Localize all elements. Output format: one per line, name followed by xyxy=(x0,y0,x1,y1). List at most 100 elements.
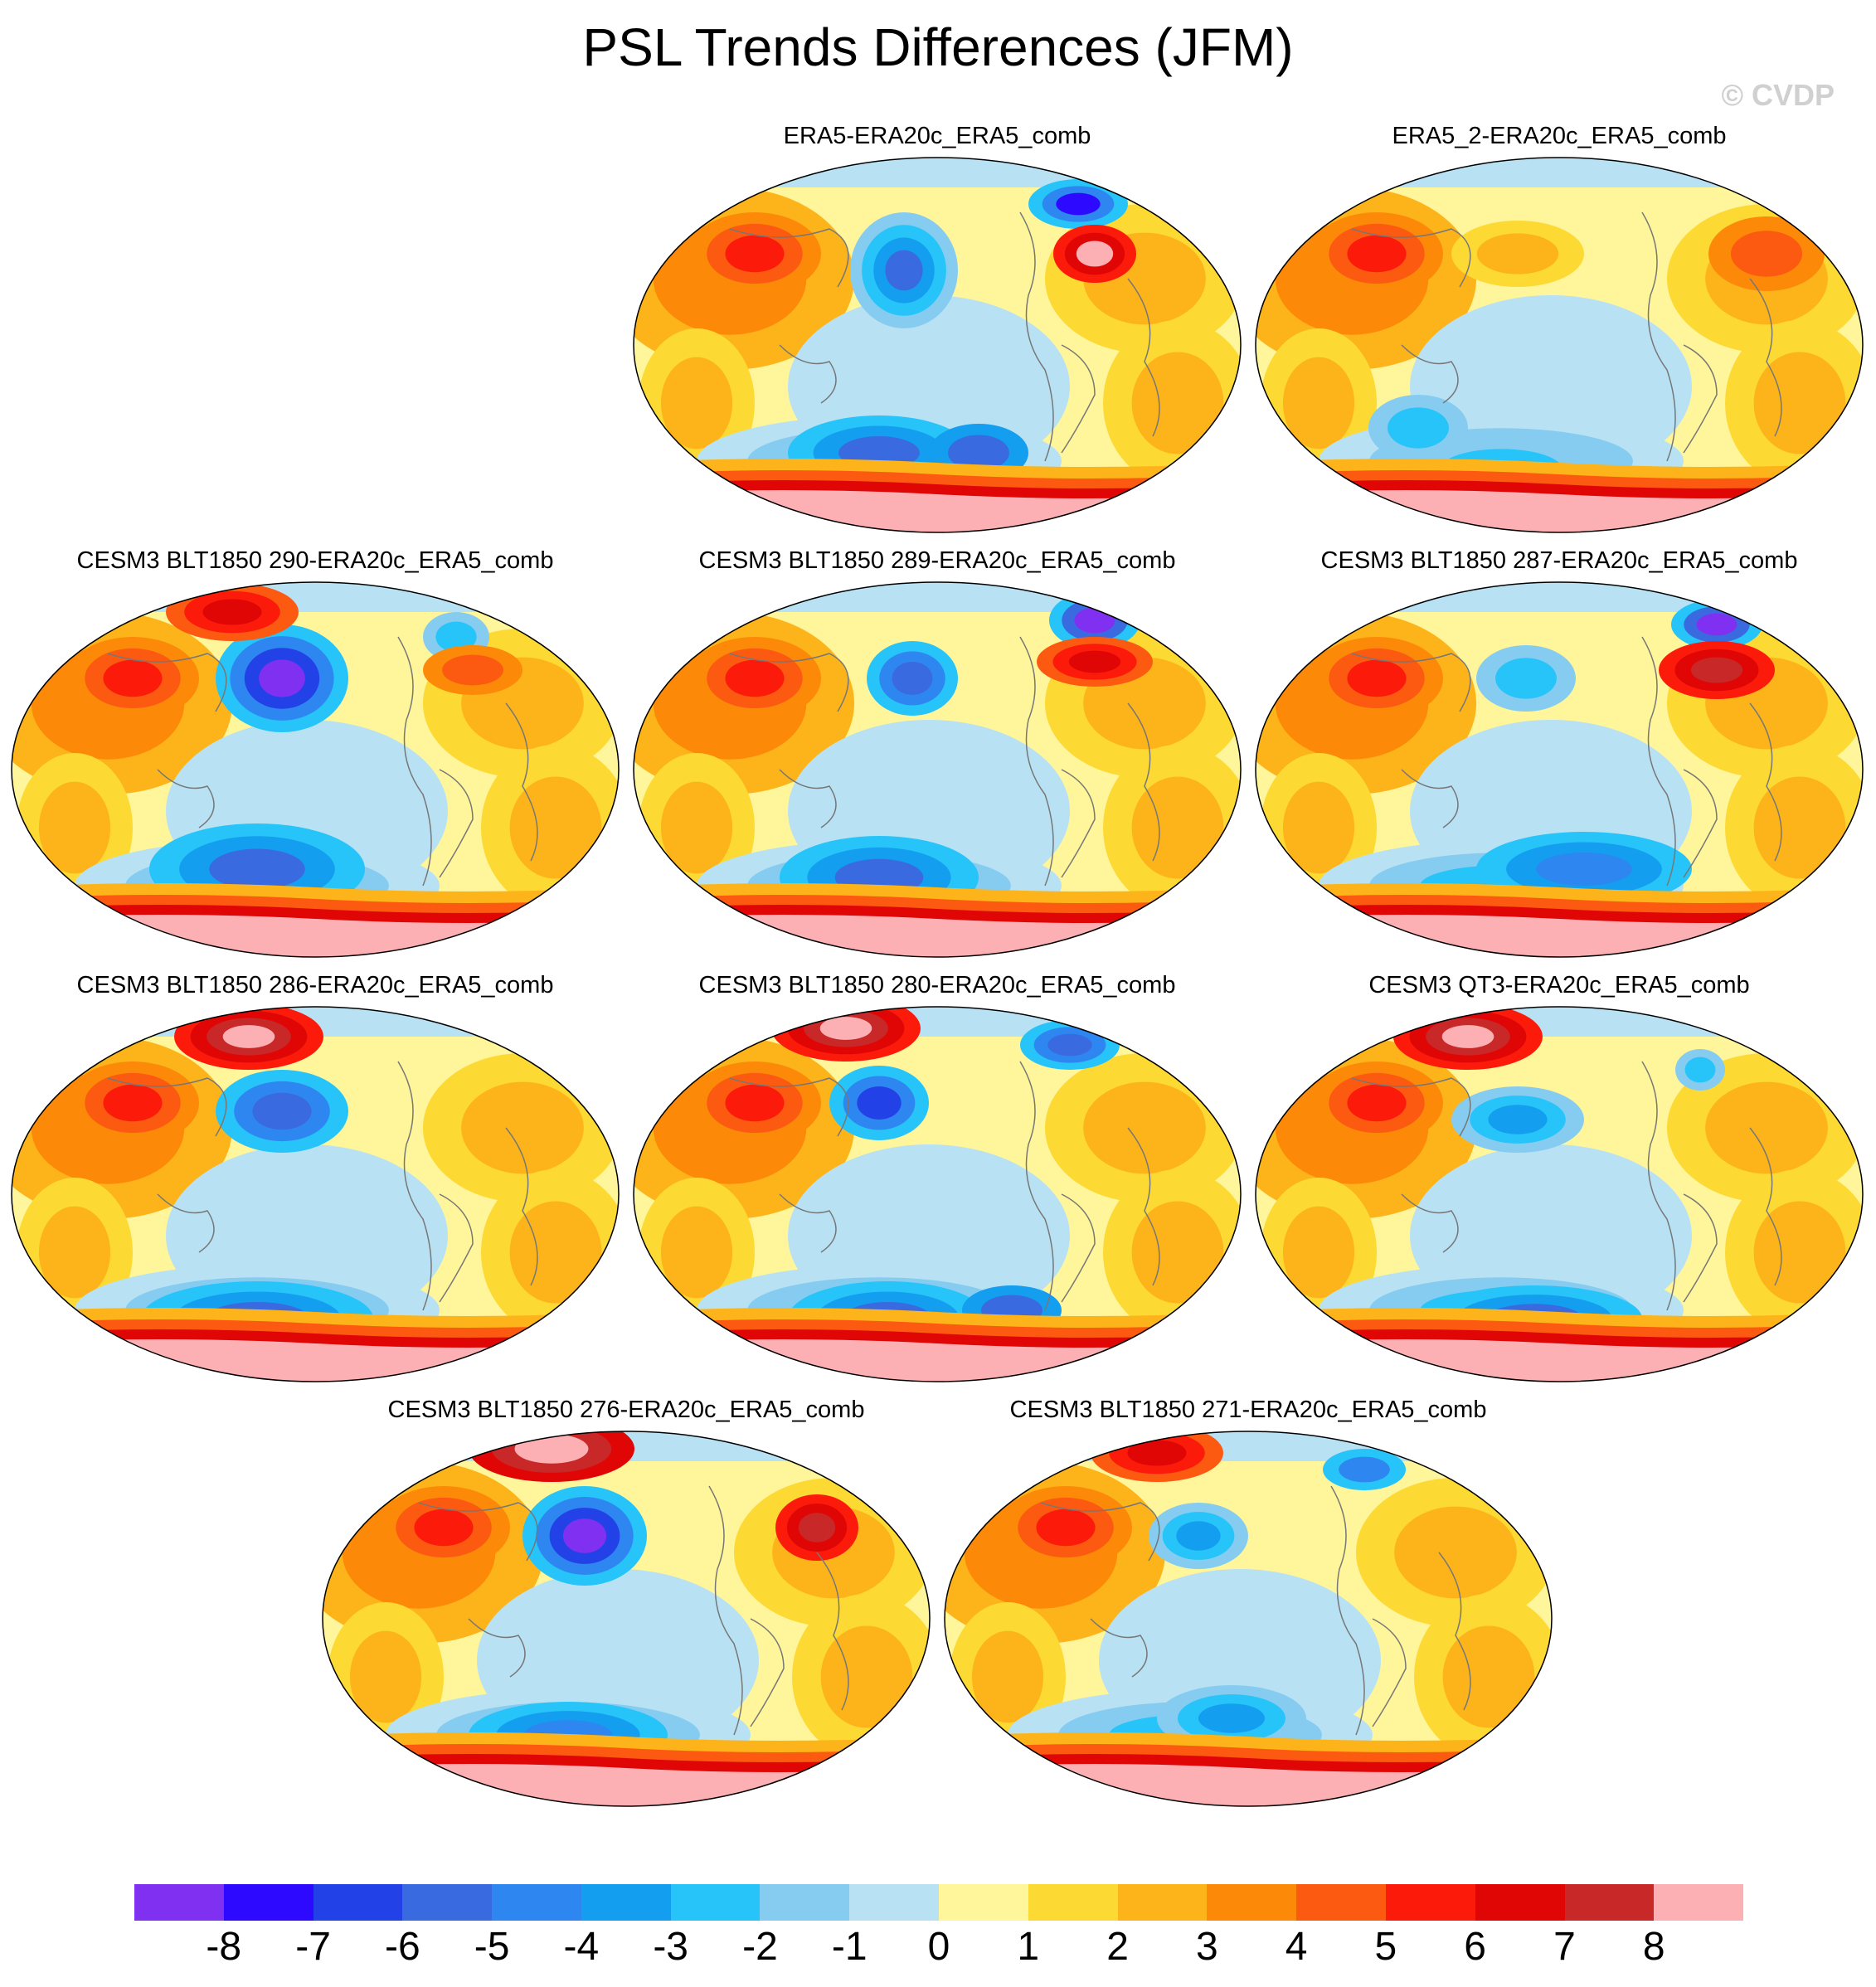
coastline xyxy=(816,1552,849,1711)
coastline xyxy=(1330,1485,1365,1736)
trend-contour xyxy=(461,1081,584,1174)
map-panel: CESM3 BLT1850 286-ERA20c_ERA5_comb xyxy=(8,972,622,1395)
trend-contour xyxy=(442,654,503,686)
trend-contour xyxy=(1536,853,1632,886)
panel-title: CESM3 BLT1850 280-ERA20c_ERA5_comb xyxy=(698,972,1176,998)
colorbar-swatch xyxy=(402,1884,493,1921)
coastline xyxy=(1641,636,1676,887)
coastline xyxy=(750,1618,785,1727)
map-border xyxy=(1255,157,1864,533)
trend-contour xyxy=(222,1025,275,1048)
coastline xyxy=(779,769,837,828)
map-field xyxy=(1256,158,1863,532)
antarctic-band xyxy=(323,1764,930,1806)
psl-trend-map xyxy=(11,581,620,958)
colorbar xyxy=(134,1884,1744,1921)
coastline xyxy=(708,1485,743,1736)
trend-contour xyxy=(509,1201,602,1304)
trend-contour xyxy=(202,599,262,625)
coastline xyxy=(1090,1618,1148,1678)
coastline xyxy=(1401,1193,1459,1253)
antarctic-band xyxy=(634,1339,1241,1382)
coastline xyxy=(729,228,849,288)
colorbar-tick-label: 1 xyxy=(1017,1925,1040,1969)
trend-contour xyxy=(1198,1703,1265,1733)
antarctic-band xyxy=(1256,490,1863,532)
panel-title: CESM3 QT3-ERA20c_ERA5_comb xyxy=(1368,972,1750,998)
colorbar-tick-label: 3 xyxy=(1195,1925,1218,1969)
figure-title: PSL Trends Differences (JFM) xyxy=(582,17,1294,77)
coastline xyxy=(1061,1193,1096,1303)
trend-contour xyxy=(1442,1625,1535,1728)
trend-contour xyxy=(1282,1206,1355,1299)
antarctic-band xyxy=(12,1339,619,1382)
colorbar-swatch xyxy=(492,1884,581,1921)
trend-contour xyxy=(857,1086,902,1120)
trend-contour xyxy=(1488,1105,1548,1134)
antarctic-band xyxy=(945,1764,1552,1806)
cvdp-credit: © CVDP xyxy=(1721,78,1835,112)
panel-title: CESM3 BLT1850 276-ERA20c_ERA5_comb xyxy=(387,1397,865,1423)
coastline xyxy=(439,769,474,878)
coastline xyxy=(1127,278,1160,437)
psl-trend-map xyxy=(633,1006,1242,1382)
trend-contour xyxy=(1347,235,1407,273)
coastline xyxy=(1019,1061,1054,1311)
colorbar-tick-label: 4 xyxy=(1285,1925,1308,1969)
colorbar-swatch xyxy=(1028,1884,1118,1921)
trend-contour xyxy=(1131,776,1224,879)
antarctic-band xyxy=(1256,1339,1863,1382)
map-border xyxy=(1255,581,1864,958)
panel-title: CESM3 BLT1850 290-ERA20c_ERA5_comb xyxy=(76,547,554,574)
coastline xyxy=(779,1193,837,1253)
coastline xyxy=(1019,636,1054,887)
panel-title: ERA5-ERA20c_ERA5_comb xyxy=(783,123,1091,149)
map-border xyxy=(633,581,1242,958)
trend-contour xyxy=(725,659,785,697)
map-field xyxy=(634,158,1241,532)
colorbar-tick-label: -1 xyxy=(831,1925,868,1969)
coastline xyxy=(729,653,849,712)
map-border xyxy=(322,1431,931,1807)
trend-contour xyxy=(1684,1057,1716,1083)
colorbar-swatch xyxy=(1385,1884,1475,1921)
coastline xyxy=(1351,1077,1471,1137)
coastline xyxy=(397,1061,432,1311)
coastline xyxy=(157,769,215,828)
map-field xyxy=(634,1007,1241,1382)
colorbar-tick-label: 8 xyxy=(1642,1925,1665,1969)
trend-contour xyxy=(1705,1081,1828,1174)
antarctic-band xyxy=(634,490,1241,532)
colorbar-swatch xyxy=(939,1884,1028,1921)
trend-contour xyxy=(38,1206,111,1299)
coastline xyxy=(1401,769,1459,828)
coastline xyxy=(1401,344,1459,404)
panel-title: CESM3 BLT1850 289-ERA20c_ERA5_comb xyxy=(698,547,1176,574)
trend-contour xyxy=(660,357,733,449)
map-field xyxy=(323,1431,930,1806)
colorbar-tick-label: -5 xyxy=(474,1925,510,1969)
trend-contour xyxy=(1056,192,1101,216)
coastline xyxy=(468,1618,526,1678)
coastline xyxy=(1683,1193,1718,1303)
trend-contour xyxy=(1696,613,1737,636)
colorbar-labels: -8 -7 -6 -5 -4 -3 -2 -1 0 1 2 3 4 5 6 7 8 xyxy=(134,1924,1743,1974)
psl-trend-map xyxy=(633,581,1242,958)
coastline xyxy=(1749,702,1782,862)
colorbar-tick-label: 5 xyxy=(1374,1925,1397,1969)
map-field xyxy=(1256,582,1863,957)
trend-contour xyxy=(259,659,305,697)
colorbar-tick-label: -7 xyxy=(295,1925,331,1969)
colorbar-swatch xyxy=(1475,1884,1565,1921)
antarctic-band xyxy=(634,915,1241,957)
trend-contour xyxy=(1394,1506,1517,1599)
trend-contour xyxy=(1282,357,1355,449)
trend-contour xyxy=(1753,1201,1846,1304)
trend-contour xyxy=(660,1206,733,1299)
trend-contour xyxy=(1127,1440,1187,1466)
colorbar-swatch xyxy=(1654,1884,1744,1921)
map-border xyxy=(944,1431,1553,1807)
coastline xyxy=(1641,1061,1676,1311)
coastline xyxy=(779,344,837,404)
colorbar-tick-label: 7 xyxy=(1553,1925,1576,1969)
